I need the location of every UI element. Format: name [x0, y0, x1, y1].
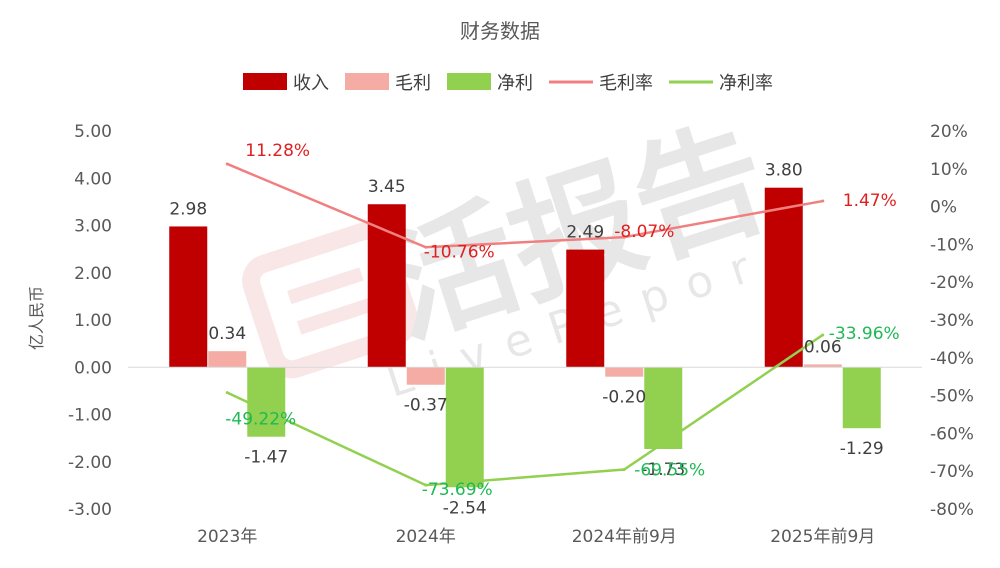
- y-tick-label: 4.00: [74, 169, 112, 189]
- line-data-label: 11.28%: [245, 141, 310, 161]
- y2-tick-label: -40%: [930, 349, 974, 369]
- y-tick-label: 5.00: [74, 122, 112, 142]
- legend-label: 收入: [293, 73, 329, 94]
- bar-data-label: -1.47: [244, 448, 288, 468]
- y-tick-label: 0.00: [74, 358, 112, 378]
- y-axis-ticks: 5.00 4.00 3.00 2.00 1.00 0.00 -1.00 -2.00 -3.00: [68, 122, 112, 520]
- bar-data-label: 3.80: [765, 161, 803, 181]
- y2-tick-label: 0%: [930, 198, 957, 218]
- line-point: [225, 391, 229, 395]
- y2-tick-label: -80%: [930, 500, 974, 520]
- bar: [445, 367, 484, 488]
- y2-tick-label: -20%: [930, 273, 974, 293]
- y-axis-label: 亿人民币: [27, 286, 46, 350]
- bar: [169, 226, 208, 368]
- x-tick-label: 2025年前9月: [770, 527, 875, 547]
- bar: [605, 367, 644, 377]
- legend-label: 毛利: [395, 73, 431, 94]
- y2-tick-label: -30%: [930, 311, 974, 331]
- y2-tick-label: -60%: [930, 424, 974, 444]
- legend: 收入 毛利 净利 毛利率 净利率: [243, 73, 773, 94]
- legend-swatch: [447, 73, 491, 90]
- series-line: [226, 333, 824, 487]
- line-point: [622, 467, 626, 471]
- line-point: [225, 162, 229, 166]
- bar: [247, 367, 286, 437]
- y2-tick-label: 10%: [930, 160, 968, 180]
- x-tick-label: 2024年: [396, 527, 456, 547]
- line-data-label: -8.07%: [614, 222, 674, 242]
- legend-swatch: [243, 73, 287, 90]
- y-tick-label: 2.00: [74, 264, 112, 284]
- y-tick-label: -1.00: [68, 406, 112, 426]
- line-data-label: -33.96%: [829, 324, 900, 344]
- line-point: [424, 245, 428, 249]
- y-tick-label: -2.00: [68, 453, 112, 473]
- bar: [644, 367, 683, 449]
- x-axis-ticks: 2023年 2024年 2024年前9月 2025年前9月: [197, 527, 875, 547]
- line-point: [424, 483, 428, 487]
- y2-tick-label: -50%: [930, 387, 974, 407]
- bar-marks: [169, 187, 881, 488]
- bar-data-label: 0.34: [208, 324, 246, 344]
- bar: [208, 351, 247, 368]
- y-tick-label: 3.00: [74, 217, 112, 237]
- series-line: [226, 162, 823, 249]
- line-data-label: -69.55%: [634, 460, 705, 480]
- bar-data-label: -1.29: [840, 439, 884, 459]
- x-tick-label: 2024年前9月: [572, 527, 677, 547]
- bar-data-label: 2.49: [566, 223, 604, 243]
- chart-title: 财务数据: [460, 19, 540, 43]
- y-tick-label: 1.00: [74, 311, 112, 331]
- bar: [367, 204, 406, 368]
- data-labels: 2.98 3.45 2.49 3.80 0.34 -0.37 -0.20 0.06 -1.47 -…: [169, 141, 899, 518]
- bar-data-label: -1.73: [641, 460, 685, 480]
- bar-data-label: 2.98: [169, 199, 207, 219]
- line-point: [821, 199, 825, 203]
- x-tick-label: 2023年: [197, 527, 257, 547]
- legend-swatch: [345, 73, 389, 90]
- bar: [406, 367, 445, 385]
- bar: [764, 187, 803, 368]
- legend-label: 毛利率: [599, 73, 653, 94]
- bar-data-label: 0.06: [804, 337, 842, 357]
- y2-tick-label: -10%: [930, 235, 974, 255]
- y2-tick-label: -70%: [930, 462, 974, 482]
- line-series: [225, 162, 825, 487]
- bar: [803, 364, 842, 368]
- bar-data-label: -0.20: [602, 388, 646, 408]
- line-point: [821, 333, 825, 337]
- y-tick-label: -3.00: [68, 500, 112, 520]
- line-data-label: 1.47%: [843, 191, 897, 211]
- bar-data-label: -2.54: [443, 498, 487, 518]
- legend-label: 净利: [497, 73, 533, 94]
- line-data-label: -49.22%: [225, 410, 296, 430]
- line-data-label: -10.76%: [424, 242, 495, 262]
- bar-data-label: 3.45: [368, 177, 406, 197]
- line-data-label: -73.69%: [422, 480, 493, 500]
- legend-label: 净利率: [719, 73, 773, 94]
- y2-axis-ticks: 20% 10% 0% -10% -20% -30% -40% -50% -60% -70% -80%: [930, 122, 974, 520]
- y2-tick-label: 20%: [930, 122, 968, 142]
- bar-data-label: -0.37: [404, 396, 448, 416]
- bar: [842, 367, 881, 429]
- bar: [566, 249, 605, 368]
- line-point: [622, 235, 626, 239]
